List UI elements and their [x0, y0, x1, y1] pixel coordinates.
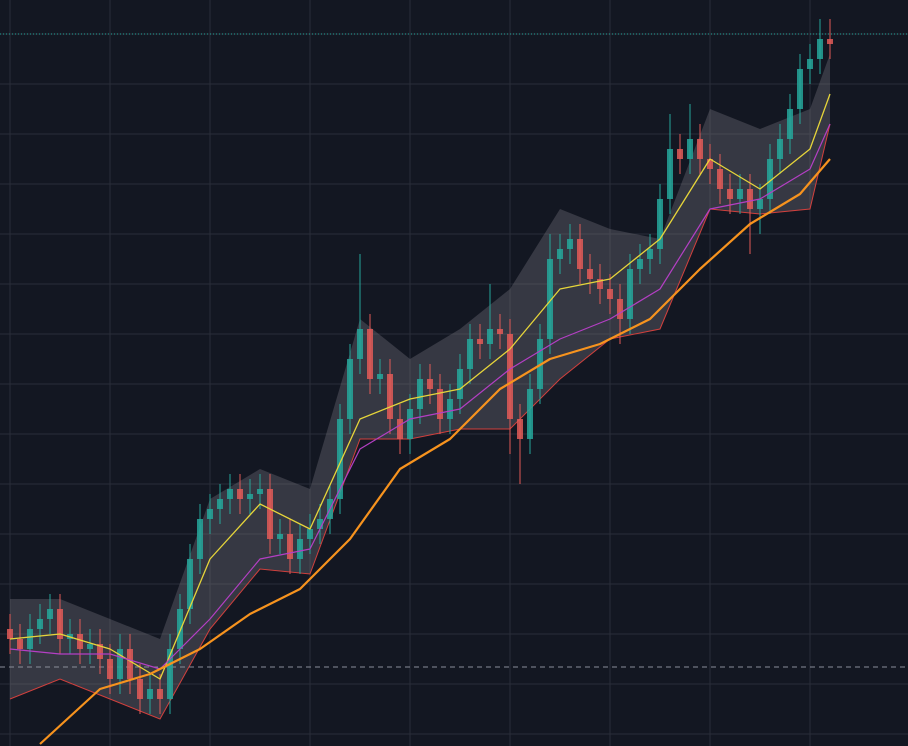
- candle-body: [807, 59, 813, 69]
- candle-body: [107, 659, 113, 679]
- candle-body: [227, 489, 233, 499]
- candle-body: [267, 489, 273, 539]
- candle-body: [517, 419, 523, 439]
- candle-body: [277, 534, 283, 539]
- candle-body: [287, 534, 293, 559]
- candle-body: [177, 609, 183, 649]
- candle-body: [297, 539, 303, 559]
- candle-body: [667, 149, 673, 199]
- candle-body: [777, 139, 783, 159]
- candle-body: [97, 644, 103, 659]
- candle-body: [587, 269, 593, 279]
- candle-body: [727, 189, 733, 199]
- candle-body: [217, 499, 223, 509]
- candle-body: [27, 629, 33, 649]
- candle-body: [87, 644, 93, 649]
- candle-body: [597, 279, 603, 289]
- candle-body: [417, 379, 423, 409]
- candle-body: [307, 529, 313, 539]
- candle-body: [557, 249, 563, 259]
- candle-body: [817, 39, 823, 59]
- candle-body: [7, 629, 13, 639]
- candle-body: [657, 199, 663, 249]
- candle-body: [167, 649, 173, 699]
- candle-body: [207, 509, 213, 519]
- candle-body: [797, 69, 803, 109]
- moving-average: [9, 123, 831, 670]
- candle-body: [447, 399, 453, 419]
- candle-body: [17, 639, 23, 649]
- candle-body: [317, 519, 323, 529]
- candle-body: [157, 689, 163, 699]
- candle-body: [237, 489, 243, 499]
- candle-body: [77, 634, 83, 649]
- candle-body: [687, 139, 693, 159]
- candle-body: [47, 609, 53, 619]
- candle-body: [117, 649, 123, 679]
- candle-body: [467, 339, 473, 369]
- candle-body: [147, 689, 153, 699]
- candle-body: [637, 259, 643, 269]
- moving-average: [39, 158, 831, 745]
- candle-body: [497, 329, 503, 334]
- candle-body: [697, 139, 703, 159]
- candle-body: [527, 389, 533, 439]
- candle-body: [757, 199, 763, 209]
- candle-body: [707, 159, 713, 169]
- candle-body: [577, 239, 583, 269]
- candle-body: [767, 159, 773, 199]
- candle-body: [37, 619, 43, 629]
- candle-body: [137, 679, 143, 699]
- band-lower-line: [9, 123, 831, 720]
- candle-body: [367, 329, 373, 379]
- candle-body: [57, 609, 63, 639]
- candle-body: [627, 269, 633, 319]
- candle-body: [737, 189, 743, 199]
- candle-body: [347, 359, 353, 419]
- candle-body: [567, 239, 573, 249]
- candle-body: [337, 419, 343, 499]
- candle-body: [547, 259, 553, 339]
- candle-body: [427, 379, 433, 389]
- candle-body: [787, 109, 793, 139]
- candle-body: [717, 169, 723, 189]
- candle-body: [747, 189, 753, 209]
- candle-body: [257, 489, 263, 494]
- candle-body: [507, 334, 513, 419]
- candle-body: [437, 389, 443, 419]
- candle-body: [387, 374, 393, 419]
- candle-body: [457, 369, 463, 399]
- candle-body: [487, 329, 493, 344]
- candle-body: [187, 559, 193, 609]
- candle-body: [647, 249, 653, 259]
- candle-body: [357, 329, 363, 359]
- candle-body: [247, 494, 253, 499]
- candle-body: [607, 289, 613, 299]
- candle-body: [477, 339, 483, 344]
- candle-body: [397, 419, 403, 439]
- candle-body: [377, 374, 383, 379]
- candle-body: [197, 519, 203, 559]
- candle-body: [407, 409, 413, 439]
- candle-body: [617, 299, 623, 319]
- candle-body: [827, 39, 833, 44]
- candle-body: [127, 649, 133, 679]
- candle-body: [677, 149, 683, 159]
